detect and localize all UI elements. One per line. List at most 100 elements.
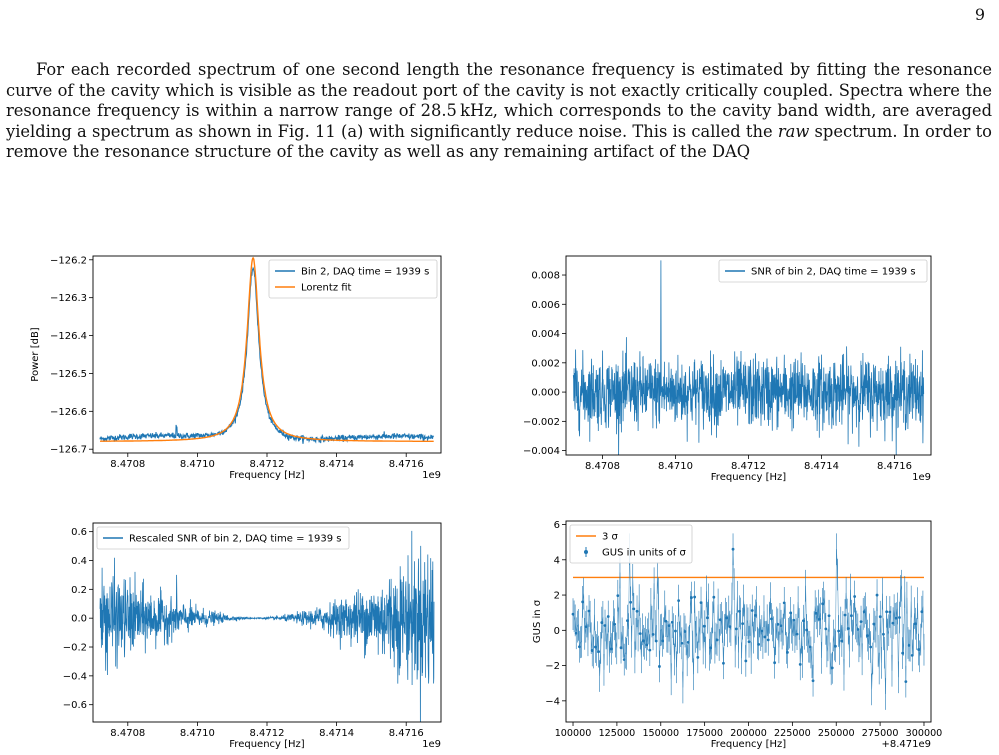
data-point — [587, 609, 591, 613]
x-offset-label: 1e9 — [912, 472, 931, 483]
data-point — [648, 648, 652, 652]
data-point — [725, 616, 729, 620]
legend: 3 σ GUS in units of σ — [569, 524, 693, 564]
y-tick-label: −4 — [545, 696, 560, 707]
chart-2: 8.4708 8.4710 8.4712 8.4714 8.4716 0.008 0.006… — [523, 255, 932, 483]
data-point — [837, 629, 841, 633]
data-point — [866, 634, 869, 637]
data-point — [738, 609, 741, 613]
data-point — [594, 645, 597, 649]
data-point — [696, 655, 700, 659]
data-point — [814, 611, 818, 615]
x-tick-label: 8.4708 — [110, 459, 145, 470]
y-tick-label: −0.002 — [523, 417, 560, 428]
data-point — [642, 639, 645, 643]
data-point — [779, 624, 783, 628]
legend: Bin 2, DAQ time = 1939 s Lorentz fit — [268, 259, 438, 299]
data-point — [731, 547, 735, 551]
x-tick-label: 225000 — [774, 728, 811, 739]
data-point — [645, 643, 649, 647]
y-tick-label: −126.4 — [50, 331, 87, 342]
x-tick-label: 8.4712 — [250, 459, 285, 470]
data-point — [894, 616, 898, 620]
data-point — [709, 646, 713, 650]
y-tick-label: 0.4 — [71, 556, 87, 567]
data-point — [635, 609, 639, 613]
data-point — [728, 625, 732, 629]
x-tick-label: 8.4714 — [319, 459, 354, 470]
legend-label: SNR of bin 2, DAQ time = 1939 s — [751, 267, 916, 278]
data-point — [754, 613, 757, 617]
y-axis-label: GUS in σ — [532, 599, 543, 643]
data-point — [763, 635, 767, 639]
y-tick-label: −126.3 — [50, 293, 87, 304]
series-line-2 — [100, 256, 434, 442]
y-tick-label: −126.5 — [50, 369, 87, 380]
data-point — [891, 621, 895, 625]
x-tick-label: 8.4710 — [658, 461, 693, 472]
axes-frame — [565, 255, 932, 456]
paragraph-text-1: For each recorded spectrum of one second… — [6, 60, 992, 141]
y-tick-label: 0.6 — [71, 527, 87, 538]
legend: Rescaled SNR of bin 2, DAQ time = 1939 s — [96, 526, 350, 550]
chart-4: 100000 125000 150000 175000 200000 225000 2500… — [532, 520, 942, 750]
legend: SNR of bin 2, DAQ time = 1939 s — [718, 259, 928, 283]
x-tick-label: 125000 — [599, 728, 636, 739]
legend-box — [268, 259, 438, 299]
x-tick-label: 100000 — [555, 728, 592, 739]
y-tick-label: −126.7 — [50, 445, 87, 456]
data-point — [824, 627, 828, 631]
x-axis-label: Frequency [Hz] — [711, 739, 787, 750]
data-point — [872, 622, 876, 626]
y-axis-label: Power [dB] — [30, 327, 41, 382]
data-point — [686, 640, 690, 644]
data-point — [600, 621, 604, 624]
data-point — [616, 594, 620, 598]
body-paragraph: For each recorded spectrum of one second… — [6, 60, 992, 163]
data-point — [898, 616, 901, 619]
x-tick-label: 8.4712 — [731, 461, 766, 472]
x-tick-label: 300000 — [906, 728, 943, 739]
data-point — [603, 624, 607, 627]
chart-3: 8.4708 8.4710 8.4712 8.4714 8.4716 0.6 0.4 0.2 0… — [63, 522, 442, 750]
data-point — [802, 619, 805, 623]
data-point — [718, 618, 722, 622]
legend-label: Lorentz fit — [301, 283, 352, 294]
y-tick-label: 6 — [554, 520, 560, 531]
data-point — [584, 625, 588, 629]
x-tick-label: 8.4714 — [319, 728, 354, 739]
data-point — [789, 611, 793, 615]
data-point — [702, 624, 706, 628]
data-point — [910, 654, 914, 657]
legend-box — [718, 259, 928, 283]
data-point — [715, 638, 719, 642]
data-point — [795, 632, 799, 636]
plot-area-3 — [99, 530, 435, 722]
paragraph-emphasis-raw: raw — [777, 121, 810, 141]
data-point — [878, 615, 882, 619]
x-tick-label: 8.4716 — [389, 459, 424, 470]
data-point — [904, 680, 908, 684]
data-point — [606, 615, 610, 618]
y-tick-label: −2 — [545, 661, 560, 672]
x-tick-label: 8.4714 — [804, 461, 839, 472]
data-point — [734, 627, 738, 631]
x-tick-label: 150000 — [642, 728, 679, 739]
series-line-1 — [99, 266, 435, 444]
legend-label: 3 σ — [602, 532, 619, 543]
data-point — [914, 622, 917, 626]
data-point — [744, 659, 748, 663]
data-point — [805, 628, 809, 632]
y-tick-label: 0.004 — [531, 329, 560, 340]
data-point — [786, 650, 789, 654]
data-point — [760, 629, 764, 633]
data-point — [667, 624, 671, 628]
plot-area-2 — [572, 260, 925, 455]
data-point — [741, 622, 745, 626]
x-tick-label: 8.4716 — [877, 461, 912, 472]
legend-label: Rescaled SNR of bin 2, DAQ time = 1939 s — [129, 534, 342, 545]
data-point — [638, 632, 642, 635]
paragraph-text-2: spectrum. In order to remove the resonan… — [6, 121, 992, 162]
legend-label: Bin 2, DAQ time = 1939 s — [301, 267, 429, 278]
